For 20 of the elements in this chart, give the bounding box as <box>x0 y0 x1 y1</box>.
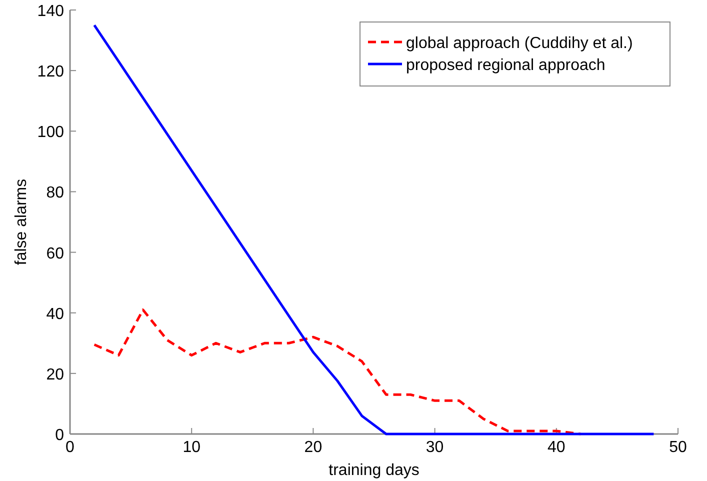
y-tick-label: 0 <box>55 427 64 444</box>
line-series <box>93 24 655 436</box>
y-tick-label: 20 <box>46 366 64 384</box>
y-tick-label: 120 <box>37 64 64 81</box>
y-tick-label: 100 <box>37 124 64 142</box>
y-tick-label: 40 <box>46 306 64 323</box>
y-tick-label: 80 <box>46 184 64 202</box>
x-axis-title: training days <box>328 462 420 479</box>
x-tick-label: 40 <box>548 439 566 456</box>
x-tick-label: 0 <box>66 439 75 456</box>
line-series <box>93 308 582 436</box>
y-tick-label: 140 <box>37 3 64 20</box>
x-tick-label: 30 <box>426 439 444 456</box>
legend-label: global approach (Cuddihy et al.) <box>406 35 633 52</box>
y-tick-label: 60 <box>46 245 64 262</box>
y-axis-title: false alarms <box>13 178 30 266</box>
x-tick-label: 10 <box>182 439 201 456</box>
x-tick-label: 20 <box>304 439 322 456</box>
x-tick-label: 50 <box>669 439 687 456</box>
legend-label: proposed regional approach <box>406 57 606 74</box>
